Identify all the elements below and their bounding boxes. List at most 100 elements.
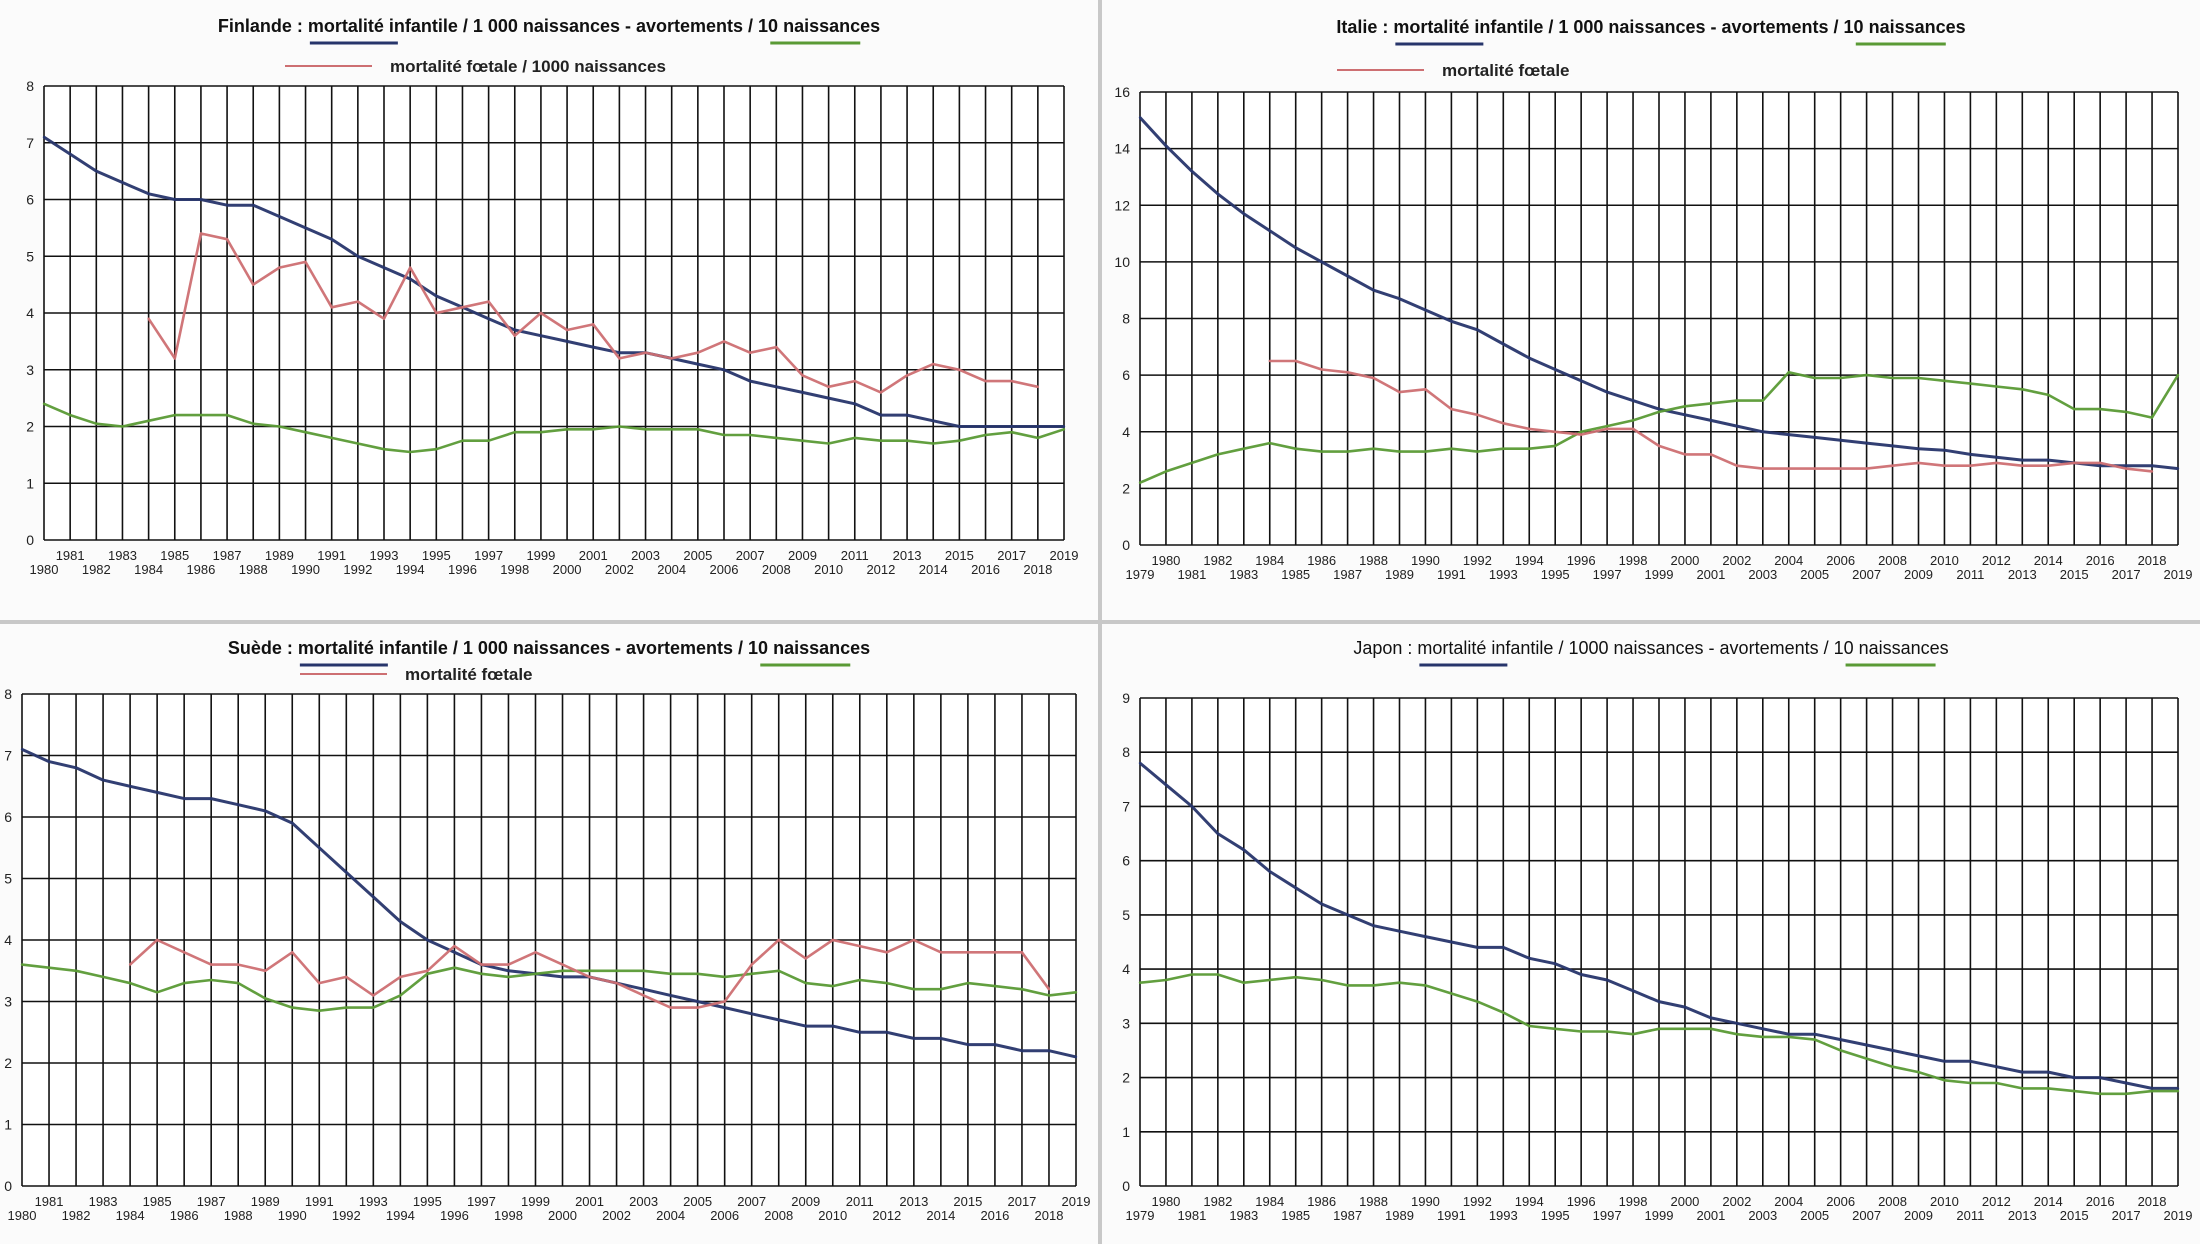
data-point: [1346, 371, 1349, 374]
data-point: [750, 1012, 753, 1015]
data-point: [1605, 427, 1609, 431]
data-point: [905, 413, 909, 417]
chart-title: Italie : mortalité infantile / 1 000 nai…: [1336, 17, 1965, 37]
data-point: [1398, 929, 1401, 933]
data-point: [588, 975, 591, 979]
data-point: [885, 1031, 889, 1034]
data-point: [252, 203, 255, 207]
title-series-2: avortements / 10 naissances: [1720, 638, 1949, 658]
data-point: [1917, 1054, 1920, 1058]
data-point: [1735, 424, 1739, 428]
data-point: [1268, 441, 1271, 445]
data-point: [2176, 1089, 2180, 1093]
data-point: [101, 778, 105, 782]
data-point: [278, 266, 281, 269]
x-tick-label: 2002: [605, 562, 634, 577]
title-separator: -: [620, 16, 636, 36]
data-point: [330, 306, 333, 309]
x-tick-label: 2015: [945, 548, 974, 563]
y-tick-label: 14: [1114, 141, 1130, 157]
data-point: [1216, 832, 1220, 835]
data-point: [1657, 444, 1661, 448]
data-point: [1891, 1065, 1894, 1068]
y-tick-label: 5: [4, 871, 12, 887]
data-point: [1995, 1081, 1998, 1085]
data-point: [565, 428, 569, 431]
data-point: [696, 1006, 699, 1009]
data-point: [2073, 461, 2076, 465]
data-point: [199, 198, 203, 201]
x-tick-label: 2002: [1722, 553, 1751, 568]
x-tick-label: 1999: [526, 548, 555, 563]
data-point: [1138, 116, 1142, 119]
data-point: [345, 871, 348, 874]
data-point: [2124, 1092, 2128, 1096]
data-point: [1813, 467, 1816, 470]
title-separator: -: [610, 638, 626, 658]
x-tick-label: 2000: [548, 1208, 577, 1223]
x-tick-label: 1984: [1255, 553, 1284, 568]
title-series-2: avortements / 10 naissances: [636, 16, 880, 36]
x-tick-label: 1993: [1489, 567, 1518, 582]
chart-panel-finlande: Finlande : mortalité infantile / 1 000 n…: [0, 0, 1098, 620]
data-point: [480, 963, 483, 966]
data-point: [879, 413, 883, 417]
x-tick-label: 1999: [1645, 567, 1674, 582]
data-point: [1865, 467, 1868, 470]
data-point: [1346, 450, 1349, 453]
data-point: [885, 951, 889, 954]
title-separator: -: [1706, 17, 1722, 37]
data-point: [539, 311, 543, 315]
data-point: [750, 963, 753, 966]
x-tick-label: 2015: [2060, 1208, 2089, 1223]
y-tick-label: 7: [26, 135, 34, 151]
title-separator: -: [1704, 638, 1720, 658]
x-tick-label: 2009: [788, 548, 817, 563]
data-point: [2021, 458, 2024, 462]
data-point: [2098, 407, 2102, 411]
series-line-avortements: [43, 402, 1065, 454]
x-tick-label: 2010: [1930, 1194, 1959, 1209]
data-point: [225, 413, 229, 417]
data-point: [1424, 388, 1427, 391]
data-point: [95, 169, 98, 173]
data-point: [20, 963, 24, 966]
data-point: [1502, 447, 1505, 450]
x-tick-label: 2018: [2138, 553, 2167, 568]
x-tick-label: 1985: [143, 1194, 172, 1209]
data-point: [1294, 447, 1297, 450]
data-point: [426, 972, 429, 976]
data-point: [2124, 1081, 2128, 1085]
data-point: [1450, 940, 1453, 944]
data-point: [1320, 450, 1323, 453]
data-point: [1268, 359, 1271, 363]
y-tick-label: 0: [1122, 1178, 1130, 1194]
data-point: [1216, 973, 1220, 976]
y-tick-label: 4: [26, 305, 34, 321]
chart-title: Suède : mortalité infantile / 1 000 nais…: [228, 638, 870, 658]
data-point: [827, 396, 830, 400]
data-point: [121, 425, 124, 428]
data-point: [1761, 399, 1764, 402]
data-point: [858, 944, 861, 948]
data-point: [939, 988, 943, 991]
title-prefix: Suède :: [228, 638, 298, 658]
x-tick-label: 1987: [1333, 567, 1362, 582]
data-point: [1709, 402, 1713, 405]
data-point: [1294, 976, 1297, 979]
data-point: [912, 988, 916, 991]
x-tick-label: 1995: [1541, 567, 1570, 582]
data-point: [1242, 212, 1245, 215]
y-tick-label: 5: [1122, 907, 1130, 923]
data-point: [1164, 978, 1168, 982]
x-tick-label: 2008: [1878, 553, 1907, 568]
data-point: [1683, 1005, 1687, 1009]
data-point: [1657, 1027, 1661, 1030]
y-tick-label: 0: [26, 532, 34, 548]
data-point: [1839, 1049, 1842, 1052]
data-point: [453, 966, 456, 969]
data-point: [2124, 467, 2128, 470]
y-tick-label: 8: [1122, 744, 1130, 760]
data-point: [507, 975, 510, 979]
data-point: [1709, 453, 1713, 456]
